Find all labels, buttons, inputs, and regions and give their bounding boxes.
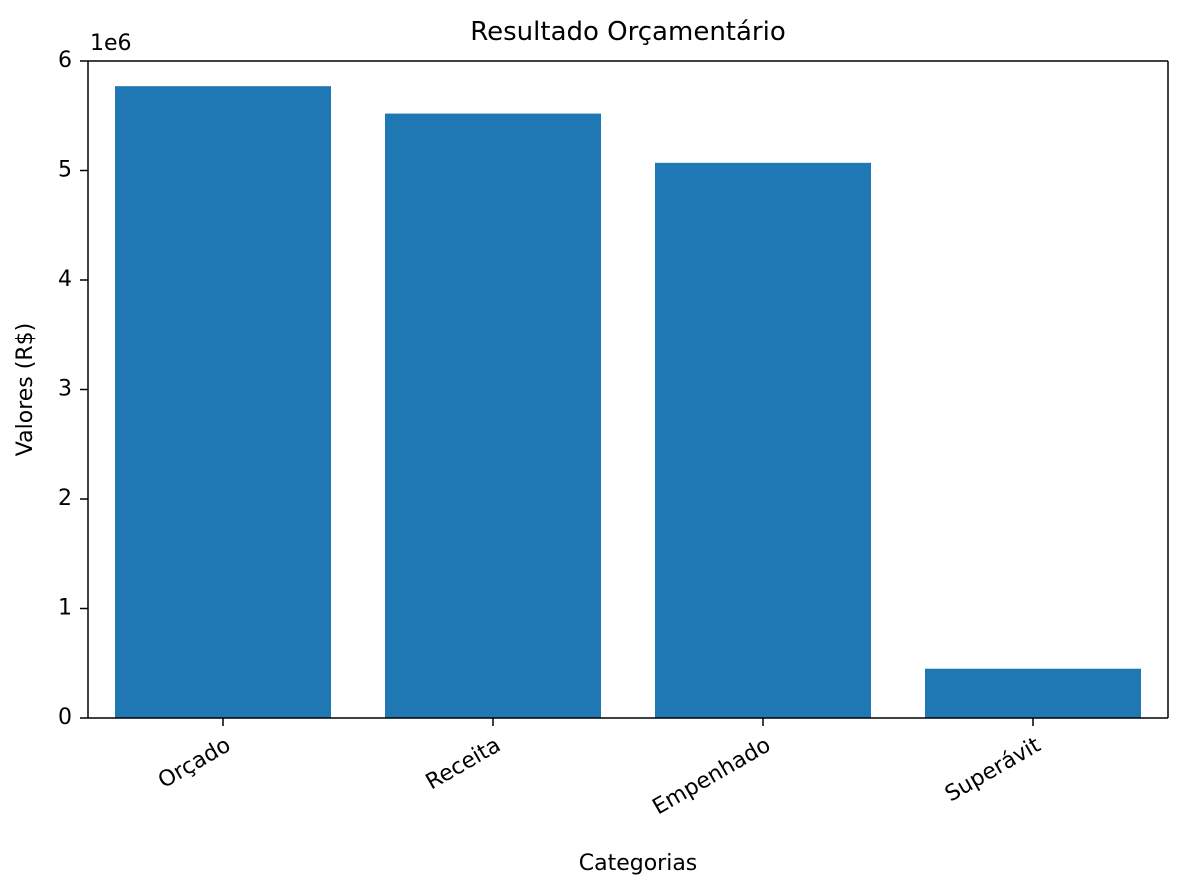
y-tick-label: 6 [58, 48, 72, 73]
x-tick-label: Empenhado [649, 733, 775, 820]
bars-layer [115, 86, 1141, 718]
y-tick-label: 0 [58, 705, 72, 730]
x-axis-label: Categorias [579, 851, 698, 876]
chart-title: Resultado Orçamentário [470, 17, 786, 47]
bar-3 [925, 668, 1141, 718]
x-tick-label: Orçado [154, 733, 235, 794]
x-tick-label: Superávit [941, 733, 1045, 808]
bar-0 [115, 86, 331, 718]
y-tick-label: 2 [58, 486, 72, 511]
y-tick-label: 1 [58, 596, 72, 621]
x-tick-label: Receita [422, 733, 505, 795]
y-tick-label: 4 [58, 267, 72, 292]
bar-1 [385, 113, 601, 718]
y-axis-offset-label: 1e6 [90, 31, 132, 56]
y-tick-label: 5 [58, 158, 72, 183]
y-tick-label: 3 [58, 377, 72, 402]
bar-2 [655, 162, 871, 718]
y-axis-label: Valores (R$) [13, 323, 38, 456]
